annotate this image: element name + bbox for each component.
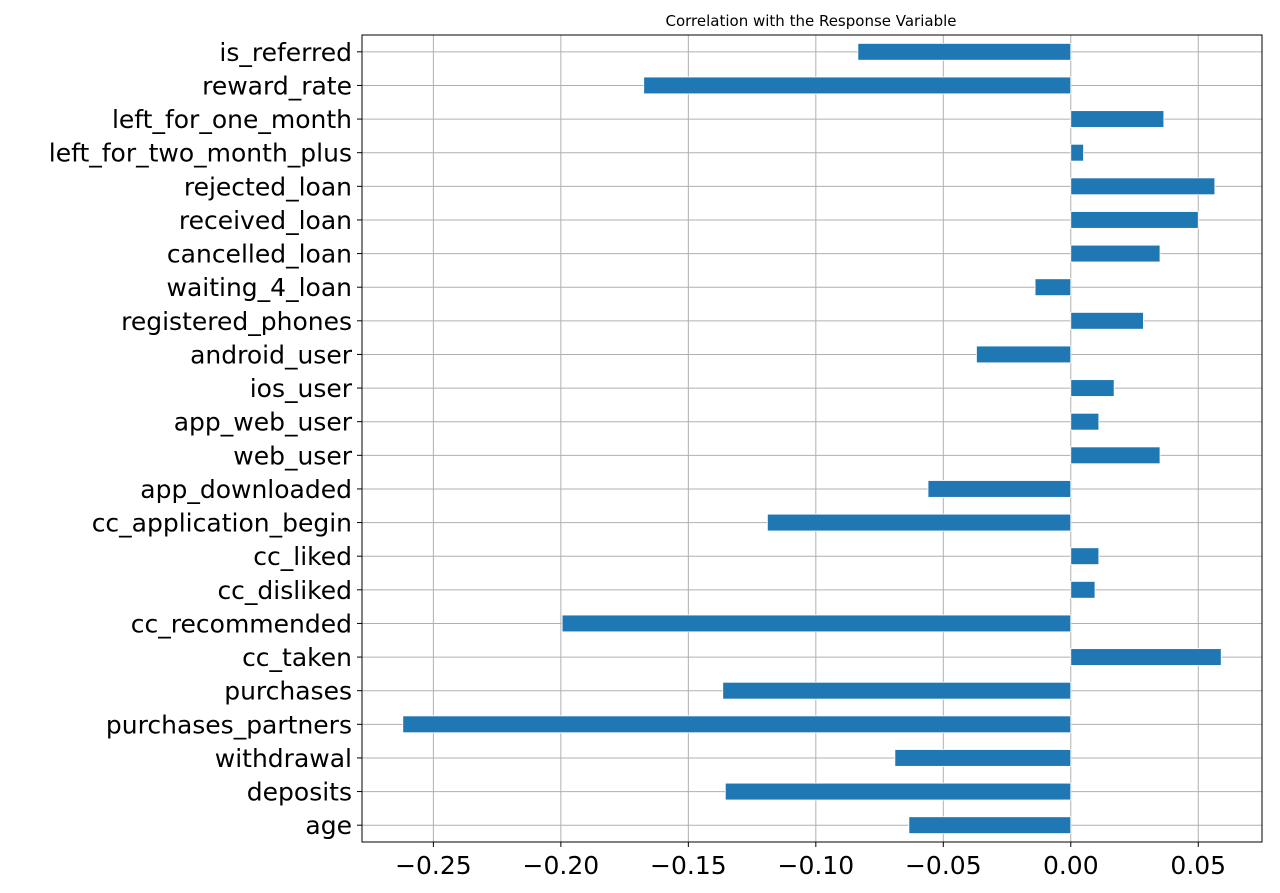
x-tick-label: −0.25: [395, 851, 472, 880]
y-tick-label: reward_rate: [202, 71, 352, 100]
plot-frame: [361, 34, 1263, 843]
x-tick-label: 0.05: [1170, 851, 1226, 880]
y-tick-label: cc_disliked: [217, 576, 352, 605]
bars: [402, 43, 1222, 834]
bar-purchases: [722, 681, 1072, 700]
bar-app_downloaded: [927, 480, 1072, 498]
bar-waiting_4_loan: [1034, 278, 1072, 296]
x-tick-labels: −0.25 −0.20 −0.15 −0.10 −0.05 0.00 0.05: [395, 851, 1226, 880]
y-tick-label: age: [305, 811, 352, 840]
y-tick-label: purchases: [224, 677, 352, 706]
y-tick-label: withdrawal: [215, 744, 352, 773]
y-tick-label: received_loan: [179, 206, 352, 235]
bar-left_for_one_month: [1070, 110, 1165, 128]
y-tick-label: is_referred: [219, 38, 352, 67]
y-tick-labels: age deposits withdrawal purchases_partners p…: [49, 38, 353, 840]
bar-app_web_user: [1070, 412, 1100, 431]
y-tick-label: app_web_user: [174, 408, 353, 437]
y-tick-label: deposits: [247, 778, 352, 807]
bar-is_referred: [857, 43, 1072, 61]
bar-cc_liked: [1070, 547, 1100, 565]
bar-cc_recommended: [561, 614, 1072, 633]
y-tick-label: cc_liked: [253, 542, 352, 571]
y-tick-label: left_for_two_month_plus: [49, 139, 352, 168]
y-tick-label: cc_application_begin: [92, 509, 352, 538]
y-tick-label: registered_phones: [121, 307, 352, 336]
y-tick-label: web_user: [233, 441, 352, 470]
bar-left_for_two_month_plus: [1070, 143, 1084, 162]
axes: [357, 34, 1263, 847]
y-tick-label: rejected_loan: [184, 172, 352, 201]
bar-age: [908, 816, 1072, 834]
x-tick-label: −0.05: [905, 851, 982, 880]
bar-cancelled_loan: [1070, 244, 1161, 263]
bar-ios_user: [1070, 379, 1115, 397]
x-tick-label: −0.10: [778, 851, 855, 880]
bar-cc_disliked: [1070, 581, 1096, 599]
bar-purchases_partners: [402, 715, 1072, 734]
bar-received_loan: [1070, 211, 1199, 229]
x-tick-label: 0.00: [1043, 851, 1099, 880]
y-tick-label: android_user: [190, 340, 353, 369]
y-tick-label: ios_user: [250, 374, 353, 403]
y-tick-label: left_for_one_month: [112, 105, 352, 134]
bar-reward_rate: [643, 76, 1072, 95]
bar-web_user: [1070, 446, 1161, 465]
y-tick-label: purchases_partners: [106, 710, 352, 739]
x-tick-label: −0.15: [650, 851, 727, 880]
y-tick-label: cc_taken: [242, 643, 352, 672]
chart-title: Correlation with the Response Variable: [666, 12, 957, 30]
bar-withdrawal: [894, 749, 1072, 767]
bar-android_user: [976, 345, 1072, 364]
bar-deposits: [724, 782, 1072, 801]
bar-cc_taken: [1070, 648, 1222, 666]
bar-cc_application_begin: [766, 513, 1072, 532]
y-tick-label: waiting_4_loan: [167, 273, 353, 302]
bar-rejected_loan: [1070, 177, 1216, 196]
y-tick-label: cancelled_loan: [167, 240, 352, 269]
bar-registered_phones: [1070, 312, 1144, 330]
x-tick-label: −0.20: [523, 851, 600, 880]
y-tick-label: app_downloaded: [140, 475, 352, 504]
y-tick-label: cc_recommended: [131, 609, 352, 638]
